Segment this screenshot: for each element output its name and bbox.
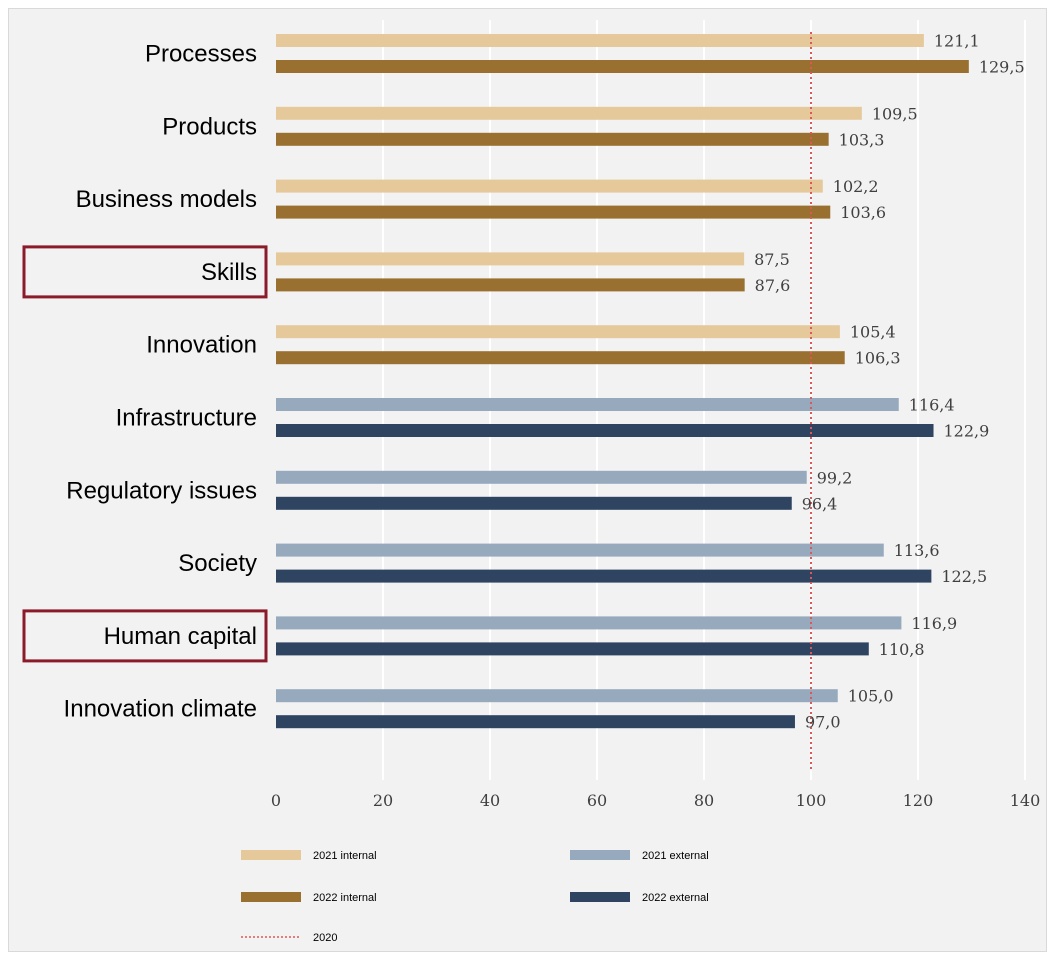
- data-label: 103,6: [840, 203, 886, 222]
- x-tick-label: 80: [694, 791, 714, 810]
- x-tick-label: 20: [373, 791, 393, 810]
- data-label: 97,0: [805, 713, 841, 732]
- data-label: 116,4: [909, 396, 955, 415]
- legend-label: 2021 external: [642, 850, 709, 862]
- category-label: Infrastructure: [116, 405, 257, 432]
- highlight-box: [22, 245, 268, 299]
- bar: [276, 543, 884, 557]
- category-label: Human capital: [104, 623, 257, 650]
- x-tick-label: 100: [796, 791, 827, 810]
- bar: [276, 34, 924, 47]
- data-label: 102,2: [833, 177, 879, 196]
- legend-swatch: [241, 892, 301, 902]
- legend-swatch: [241, 850, 301, 860]
- x-tick-label: 0: [271, 791, 281, 810]
- x-axis: 0 20 40 60 80 100 120 140: [271, 791, 1040, 810]
- bar: [276, 325, 840, 339]
- legend-swatch: [570, 892, 630, 902]
- data-label: 122,5: [941, 567, 987, 586]
- bar: [276, 470, 807, 484]
- x-tick-label: 120: [903, 791, 934, 810]
- bar: [276, 351, 845, 365]
- bar: [276, 715, 795, 729]
- category-label: Business models: [76, 186, 257, 213]
- bar: [276, 205, 831, 219]
- data-label: 96,4: [802, 494, 838, 513]
- legend: 2021 internal 2021 external 2022 internal 2…: [241, 850, 709, 944]
- category-label: Products: [162, 113, 257, 140]
- bar: [276, 424, 934, 437]
- highlight-box: [22, 609, 268, 663]
- data-label: 116,9: [911, 614, 957, 633]
- data-label: 109,5: [872, 104, 918, 123]
- data-label: 103,3: [839, 130, 885, 149]
- value-labels: 121,1 129,5 109,5 103,3 102,2 103,6 87,5 87,6 10…: [754, 32, 1025, 732]
- category-label: Innovation climate: [64, 696, 257, 723]
- bar: [276, 642, 869, 656]
- bar: [276, 398, 899, 411]
- bar: [276, 60, 969, 73]
- data-label: 113,6: [894, 541, 940, 560]
- bar: [276, 496, 792, 510]
- data-label: 87,5: [754, 250, 790, 269]
- legend-label: 2022 external: [642, 892, 709, 904]
- data-label: 121,1: [934, 32, 980, 51]
- data-label: 105,0: [848, 687, 894, 706]
- data-label: 129,5: [979, 58, 1025, 77]
- bar: [276, 689, 838, 703]
- legend-swatch: [570, 850, 630, 860]
- data-label: 110,8: [879, 640, 925, 659]
- data-label: 106,3: [855, 349, 901, 368]
- legend-label: 2020: [313, 932, 337, 944]
- category-label: Regulatory issues: [66, 477, 257, 504]
- data-label: 99,2: [817, 468, 853, 487]
- bar: [276, 179, 823, 193]
- data-label: 122,9: [944, 422, 990, 441]
- x-tick-label: 60: [587, 791, 607, 810]
- bar: [276, 252, 745, 266]
- category-label: Innovation: [146, 332, 257, 359]
- x-tick-label: 40: [480, 791, 500, 810]
- legend-label: 2022 internal: [313, 892, 377, 904]
- bar: [276, 106, 862, 120]
- bars: [276, 34, 969, 729]
- legend-label: 2021 internal: [313, 850, 377, 862]
- bar: [276, 132, 829, 146]
- data-label: 105,4: [850, 323, 896, 342]
- bar: [276, 278, 745, 292]
- category-label: Society: [178, 550, 257, 577]
- category-label: Skills: [201, 259, 257, 286]
- bar: [276, 569, 932, 583]
- x-tick-label: 140: [1010, 791, 1041, 810]
- data-label: 87,6: [755, 276, 791, 295]
- category-label: Processes: [145, 41, 257, 68]
- bar: [276, 616, 902, 630]
